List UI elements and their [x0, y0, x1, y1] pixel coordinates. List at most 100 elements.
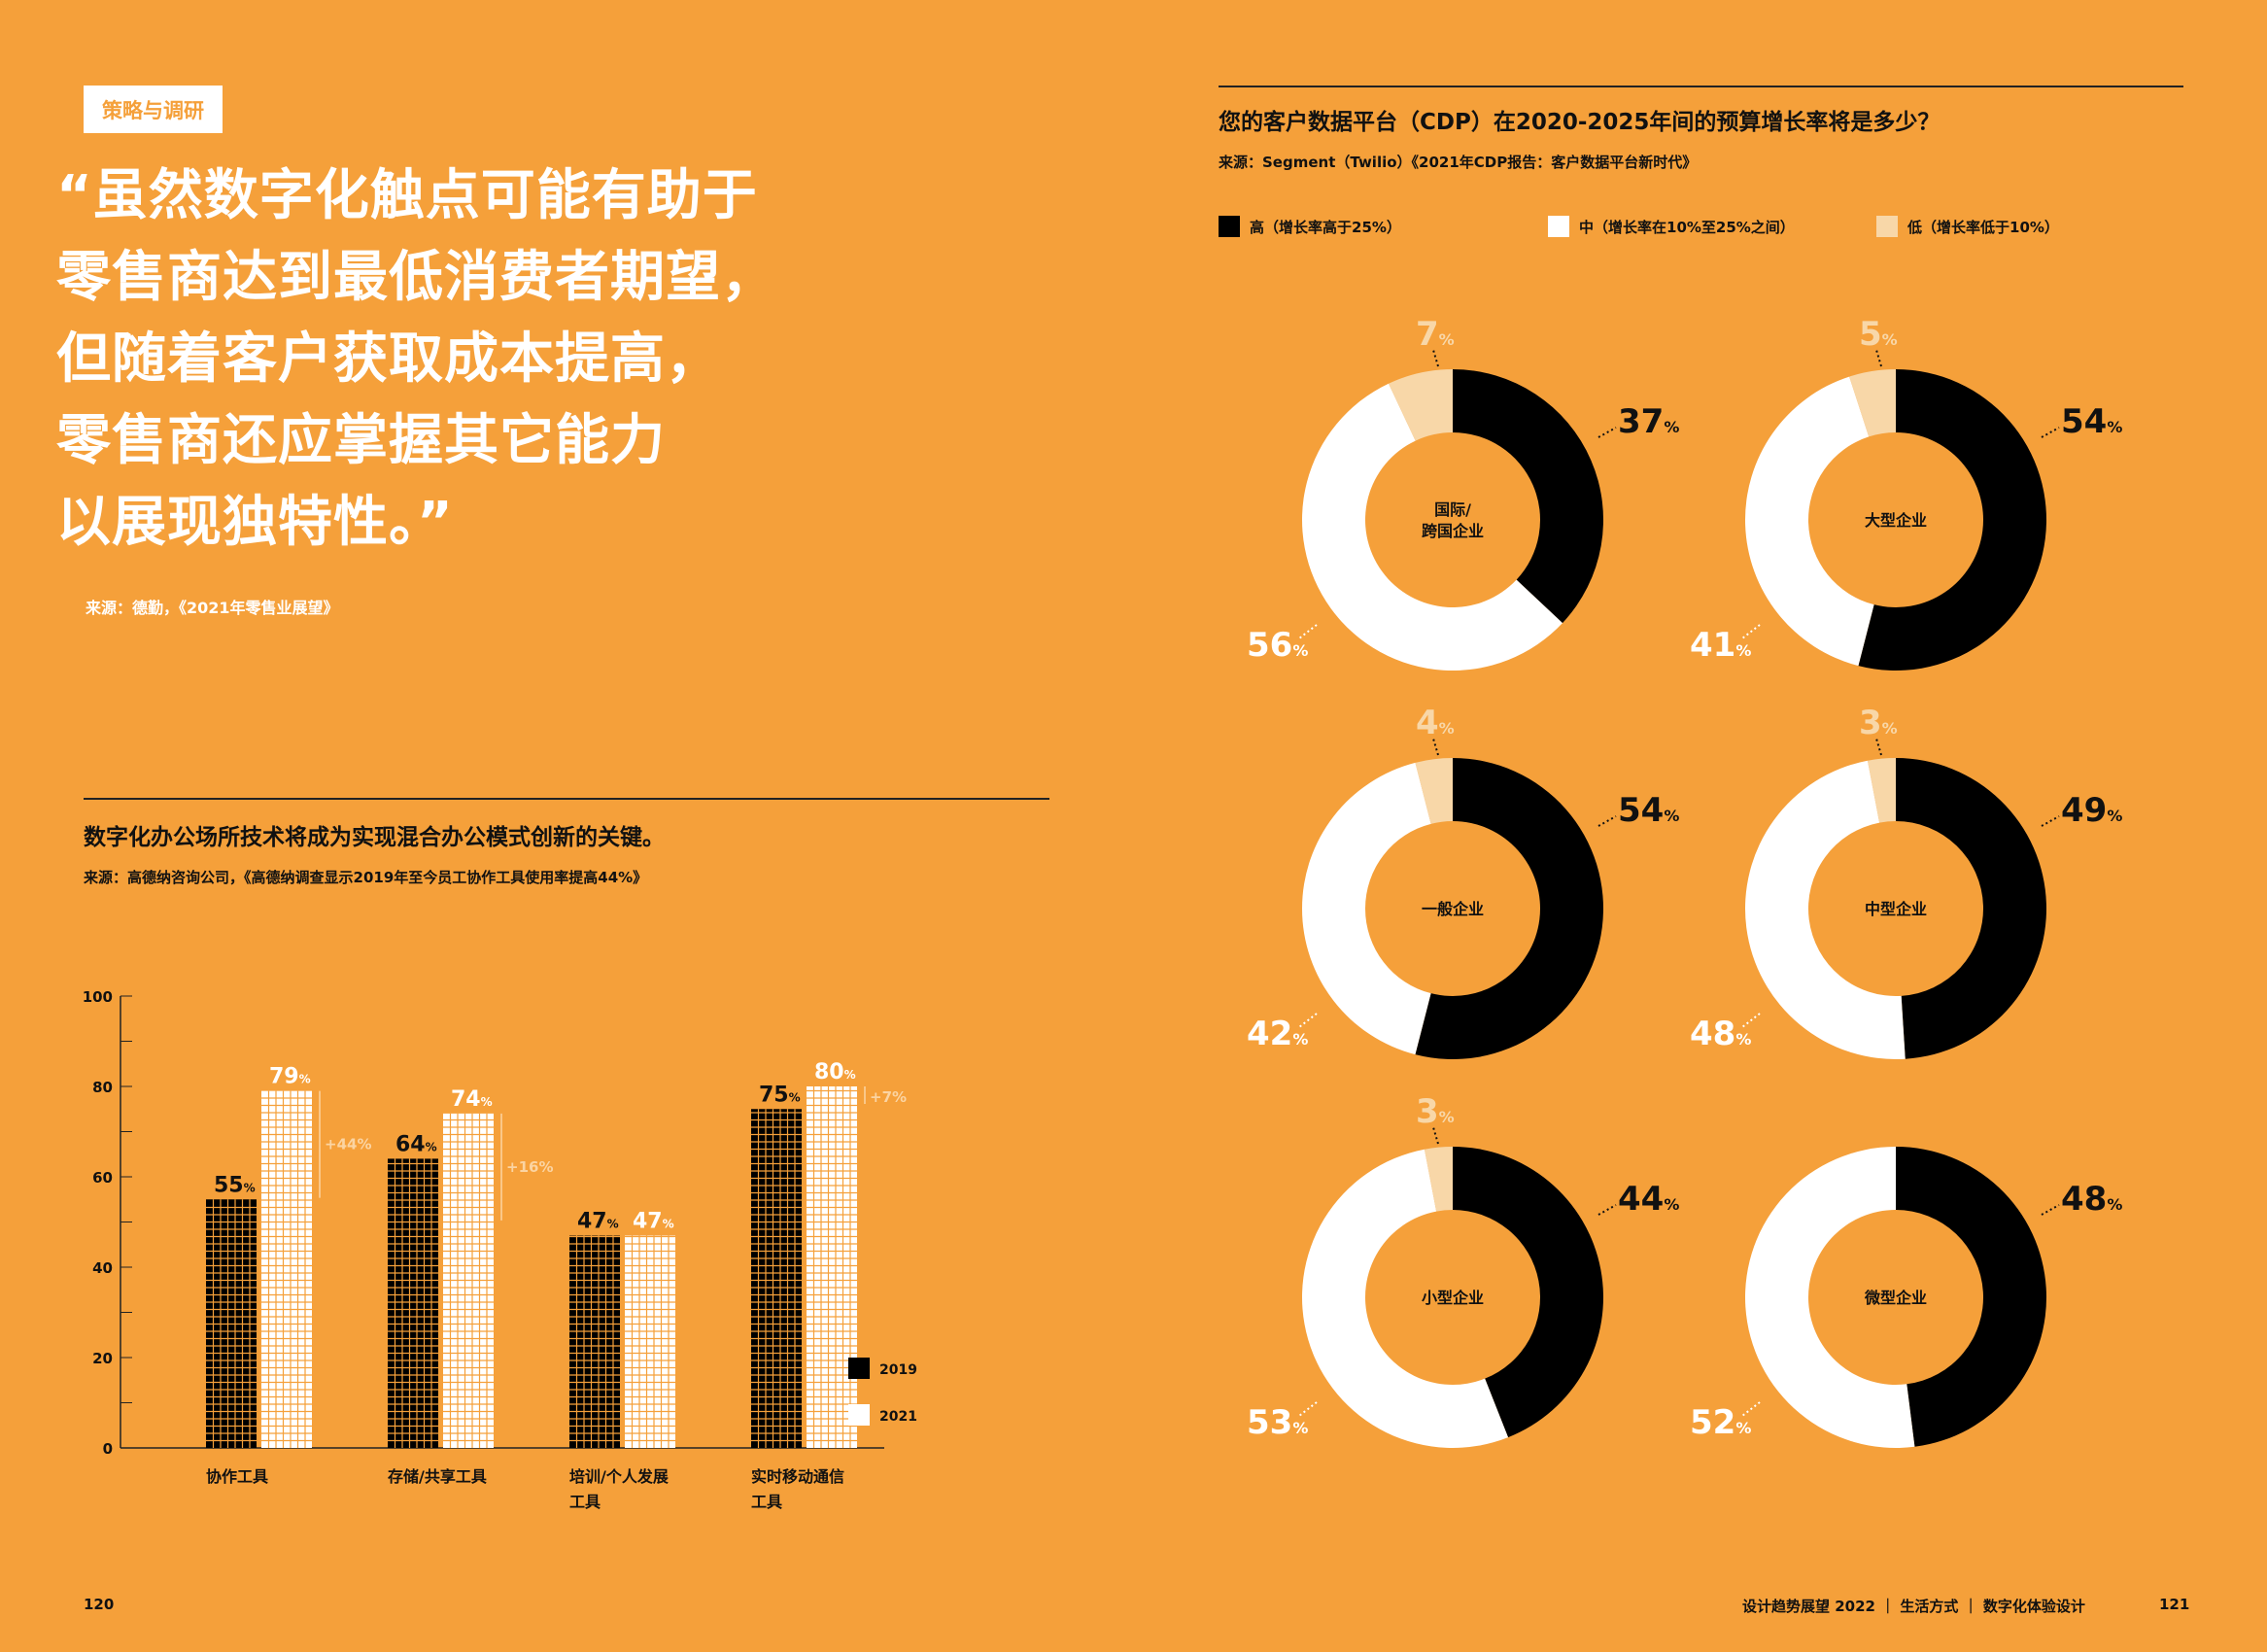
bar-fill [807, 1086, 857, 1448]
donut-value-low-unit: % [1439, 719, 1455, 738]
legend-high: 高（增长率高于25%） [1219, 216, 1401, 237]
donut-value-low: 5% [1859, 315, 1898, 354]
leader-medium [1298, 1401, 1318, 1417]
donut-center-label: 国际/ [1434, 500, 1471, 519]
bar-value-unit: % [663, 1217, 674, 1230]
bar-value-label: 80% [814, 1060, 856, 1084]
donut-value-medium: 41% [1690, 626, 1751, 665]
category-label: 实时移动通信 [751, 1467, 844, 1486]
bar-2021-2 [625, 1235, 675, 1448]
y-tick-label: 0 [103, 1440, 113, 1458]
page-number-right: 121 [2159, 1596, 2190, 1613]
leader-medium [1741, 1013, 1761, 1028]
legend-medium: 中（增长率在10%至25%之间） [1548, 216, 1795, 237]
donut-value-medium-unit: % [1735, 641, 1751, 660]
bar-fill [625, 1235, 675, 1448]
donut-value-medium-unit: % [1292, 1419, 1308, 1437]
bar-value-label: 47% [633, 1209, 674, 1233]
donut-heading: 您的客户数据平台（CDP）在2020-2025年间的预算增长率将是多少？ [1219, 110, 1941, 135]
donut-divider [1219, 86, 2183, 87]
bar-value-unit: % [299, 1073, 311, 1086]
donut-slice-low [1867, 758, 1896, 823]
donut-value-high: 37% [1618, 402, 1679, 441]
donut-slice-medium [1302, 383, 1563, 671]
donut-value-high: 49% [2061, 791, 2122, 830]
leader-high [2041, 1204, 2060, 1216]
quote-source: 来源：德勤，《2021年零售业展望》 [86, 599, 339, 617]
donut-value-medium: 48% [1690, 1015, 1751, 1053]
donut-center-label: 微型企业 [1864, 1289, 1927, 1307]
donut-3: 中型企业 49% 48% 3% [1690, 704, 2122, 1059]
donut-slice-low [1415, 758, 1453, 824]
donut-slice-high [1896, 1147, 2047, 1447]
y-tick-label: 40 [92, 1259, 113, 1277]
donut-slice-low [1849, 369, 1896, 437]
donut-slice-low [1389, 369, 1453, 441]
donut-value-low: 3% [1859, 704, 1898, 742]
category-label: 存储/共享工具 [388, 1467, 487, 1486]
donut-1: 大型企业 54% 41% 5% [1690, 315, 2122, 671]
donut-5: 微型企业 48% 52% [1690, 1147, 2122, 1448]
donut-center-label: 跨国企业 [1422, 522, 1484, 540]
bar-value-unit: % [607, 1217, 619, 1230]
bar-fill [569, 1235, 620, 1448]
change-label: +44% [325, 1136, 371, 1153]
donut-center-label: 大型企业 [1865, 511, 1927, 530]
donut-slice-high [1858, 369, 2046, 671]
donut-slice-medium [1302, 762, 1431, 1055]
donut-value-low-unit: % [1882, 330, 1898, 349]
donut-value-medium-unit: % [1735, 1419, 1751, 1437]
leader-medium [1298, 1013, 1318, 1028]
donut-value-low-unit: % [1439, 1108, 1455, 1126]
y-tick-label: 100 [83, 988, 113, 1006]
donut-value-medium: 42% [1247, 1015, 1308, 1053]
y-tick-label: 80 [92, 1079, 113, 1096]
donut-0: 国际/跨国企业 37% 56% 7% [1247, 315, 1679, 671]
change-label: +7% [870, 1088, 907, 1106]
donut-slice-high [1453, 369, 1603, 624]
y-tick-label: 60 [92, 1169, 113, 1187]
donut-source: 来源：Segment（Twilio）《2021年CDP报告：客户数据平台新时代》 [1219, 154, 1698, 171]
bar-chart: 0 20 40 60 80 100 55% 64% 47% 75% 79% 74% 47% 80% +44%… [83, 988, 917, 1511]
bar-value-label: 75% [759, 1083, 801, 1107]
leader-medium [1741, 1401, 1761, 1417]
bar-chart-heading: 数字化办公场所技术将成为实现混合办公模式创新的关键。 [84, 825, 665, 850]
donut-value-high-unit: % [2107, 418, 2122, 436]
donut-slice-high [1453, 1147, 1603, 1438]
bar-2019-1 [388, 1158, 438, 1448]
bar-value-label: 64% [395, 1132, 437, 1156]
leader-high [1597, 815, 1617, 827]
donut-value-high-unit: % [2107, 1195, 2122, 1214]
donut-value-high: 54% [1618, 791, 1679, 830]
donut-value-medium: 53% [1247, 1403, 1308, 1442]
legend-label-2021: 2021 [879, 1409, 917, 1425]
bar-value-label: 47% [577, 1209, 619, 1233]
bar-fill [261, 1090, 312, 1448]
change-label: +16% [506, 1158, 553, 1176]
pull-quote: “虽然数字化触点可能有助于 零售商达到最低消费者期望， 但随着客户获取成本提高，… [56, 164, 776, 554]
donut-slice-low [1424, 1147, 1453, 1212]
donut-value-low-unit: % [1439, 330, 1455, 349]
legend-swatch-2021 [848, 1404, 870, 1426]
donut-value-medium: 56% [1247, 626, 1308, 665]
bar-value-unit: % [244, 1181, 256, 1194]
legend-swatch-high [1219, 216, 1240, 237]
donut-value-low: 3% [1416, 1092, 1455, 1131]
donut-value-low: 7% [1416, 315, 1455, 354]
bar-fill [751, 1109, 802, 1448]
bar-2019-2 [569, 1235, 620, 1448]
donut-2: 一般企业 54% 42% 4% [1247, 704, 1679, 1059]
legend-label-medium: 中（增长率在10%至25%之间） [1579, 218, 1795, 236]
donut-charts: 国际/跨国企业 37% 56% 7% 大型企业 54% 41% 5% 一般企业 54% 42% 4% 中… [1247, 315, 2122, 1449]
legend-label-low: 低（增长率低于10%） [1907, 218, 2059, 236]
donut-value-medium: 52% [1690, 1403, 1751, 1442]
leader-medium [1298, 624, 1318, 639]
bar-2019-3 [751, 1109, 802, 1448]
bar-value-label: 55% [214, 1173, 256, 1197]
legend-low: 低（增长率低于10%） [1876, 216, 2059, 237]
donut-slice-high [1896, 758, 2047, 1059]
leader-high [1597, 427, 1617, 438]
leader-medium [1741, 624, 1761, 639]
donut-value-low: 4% [1416, 704, 1455, 742]
